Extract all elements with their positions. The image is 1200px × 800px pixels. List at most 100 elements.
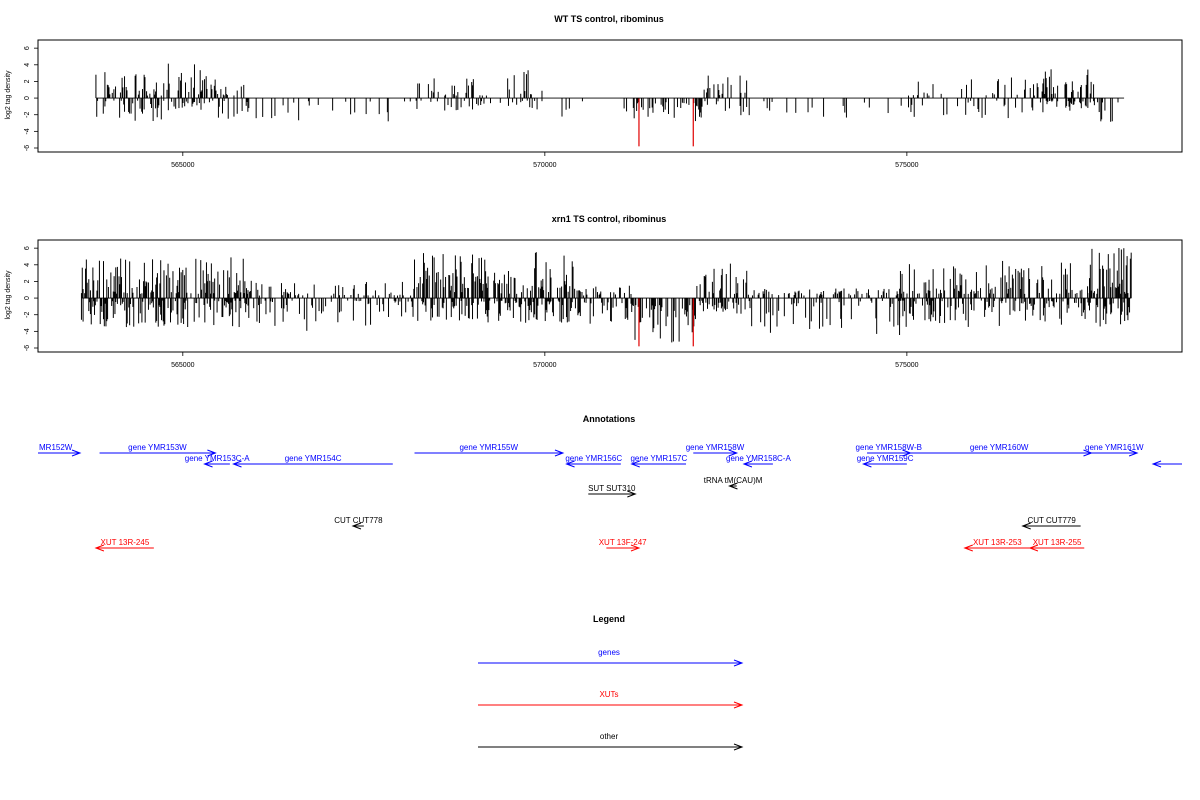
xrn1-panel-title: xrn1 TS control, ribominus xyxy=(552,214,667,224)
annotation-feature xyxy=(1151,460,1182,468)
feature-arrowhead xyxy=(728,449,739,457)
feature-arrowhead xyxy=(630,460,640,468)
feature-label: gene YMR157C xyxy=(630,454,687,463)
xrn1-axes-group: -6 -4 -2 0 2 4 6 565000 570000 575000 xyxy=(24,246,1132,369)
feature-arrowhead xyxy=(1021,522,1031,530)
legend-entry-label: genes xyxy=(598,648,620,657)
legend-entry-arrowhead xyxy=(733,701,744,709)
xrn1-density-panel: xrn1 TS control, ribominus log2 tag dens… xyxy=(5,214,1183,369)
feature-arrowhead xyxy=(554,449,565,457)
xrn1-x-tick-label: 575000 xyxy=(895,362,918,369)
annotation-feature: gene YMR161W xyxy=(1085,443,1144,457)
wt-y-tick-label: 6 xyxy=(24,46,31,50)
feature-label: XUT 13R-255 xyxy=(1033,538,1082,547)
legend-entry: genes xyxy=(478,648,744,667)
legend-entry: XUTs xyxy=(478,690,744,709)
annotation-feature: gene YMR153W xyxy=(99,443,217,457)
feature-label: gene YMR158W-B xyxy=(856,443,922,452)
wt-y-tick-label: 2 xyxy=(24,79,31,83)
annotation-feature: gene YMR155W xyxy=(414,443,565,457)
annotation-feature: XUT 13F-247 xyxy=(599,538,647,552)
feature-label: gene YMR154C xyxy=(285,454,342,463)
feature-arrowhead xyxy=(742,460,753,468)
feature-label: gene YMR153C-A xyxy=(185,454,250,463)
annotation-feature: gene YMR158W xyxy=(686,443,745,457)
feature-arrowhead xyxy=(94,544,105,552)
wt-bars-group xyxy=(95,63,1119,147)
annotation-feature: XUT 13R-253 xyxy=(963,538,1030,552)
wt-x-tick-label: 570000 xyxy=(533,162,556,169)
legend-panel: Legend genes XUTs other xyxy=(478,614,744,751)
wt-density-panel: WT TS control, ribominus log2 tag densit… xyxy=(5,14,1183,169)
legend-title: Legend xyxy=(593,614,625,624)
feature-arrowhead xyxy=(71,449,82,457)
feature-label: SUT SUT310 xyxy=(588,484,636,493)
feature-label: gene YMR158C-A xyxy=(726,454,791,463)
wt-y-tick-label: -4 xyxy=(24,128,31,134)
annotations-panel: Annotations MR152W gene YMR153W gene YMR15… xyxy=(38,414,1182,552)
annotation-feature: XUT 13R-255 xyxy=(1028,538,1085,552)
annotation-feature: CUT CUT778 xyxy=(334,516,383,530)
xrn1-y-tick-label: 0 xyxy=(24,296,31,300)
feature-label: XUT 13R-245 xyxy=(101,538,150,547)
feature-arrowhead xyxy=(203,460,213,468)
feature-label: MR152W xyxy=(39,443,73,452)
wt-y-tick-label: 0 xyxy=(24,96,31,100)
wt-y-tick-label: -6 xyxy=(24,145,31,151)
wt-axes-group: -6 -4 -2 0 2 4 6 565000 570000 575000 xyxy=(24,46,1125,169)
xrn1-x-tick-label: 565000 xyxy=(171,362,194,369)
annotation-feature: gene YMR157C xyxy=(630,454,687,468)
feature-arrowhead xyxy=(232,460,242,468)
legend-entry-arrowhead xyxy=(733,659,744,667)
legend-entry: other xyxy=(478,732,744,751)
wt-panel-title: WT TS control, ribominus xyxy=(554,14,664,24)
wt-x-tick-label: 575000 xyxy=(895,162,918,169)
feature-label: gene YMR159C xyxy=(857,454,914,463)
feature-arrowhead xyxy=(351,522,362,530)
xrn1-y-tick-label: 2 xyxy=(24,279,31,283)
wt-y-tick-label: -2 xyxy=(24,112,31,118)
xrn1-y-tick-label: -2 xyxy=(24,312,31,318)
feature-arrowhead xyxy=(1028,544,1039,552)
xrn1-y-axis-label: log2 tag density xyxy=(5,270,12,320)
wt-y-axis-label: log2 tag density xyxy=(5,70,12,120)
xrn1-y-tick-label: -4 xyxy=(24,328,31,334)
feature-label: gene YMR156C xyxy=(565,454,622,463)
annotation-feature: gene YMR153C-A xyxy=(185,454,250,468)
legend-entry-arrowhead xyxy=(733,743,744,751)
xrn1-y-tick-label: 6 xyxy=(24,246,31,250)
wt-x-tick-label: 565000 xyxy=(171,162,194,169)
feature-arrowhead xyxy=(728,482,738,490)
xrn1-y-tick-label: 4 xyxy=(24,263,31,267)
feature-label: XUT 13R-253 xyxy=(973,538,1022,547)
feature-label: gene YMR160W xyxy=(970,443,1029,452)
annotation-feature: gene YMR159C xyxy=(857,454,914,468)
feature-label: gene YMR161W xyxy=(1085,443,1144,452)
feature-label: CUT CUT779 xyxy=(1028,516,1077,525)
annotation-feature: SUT SUT310 xyxy=(588,484,637,498)
annotation-feature: MR152W xyxy=(38,443,82,457)
feature-label: CUT CUT778 xyxy=(334,516,383,525)
legend-entries-group: genes XUTs other xyxy=(478,648,744,751)
feature-arrowhead xyxy=(963,544,973,552)
feature-arrowhead xyxy=(627,490,637,498)
annotation-feature: XUT 13R-245 xyxy=(94,538,154,552)
legend-entry-label: other xyxy=(600,732,619,741)
xrn1-y-tick-label: -6 xyxy=(24,345,31,351)
feature-arrowhead xyxy=(1151,460,1162,468)
annotation-feature: gene YMR156C xyxy=(565,454,622,468)
feature-label: gene YMR158W xyxy=(686,443,745,452)
legend-entry-label: XUTs xyxy=(599,690,618,699)
annotation-features-group: MR152W gene YMR153W gene YMR153C-A gene YMR… xyxy=(38,443,1182,552)
annotation-feature: tRNA tM(CAU)M xyxy=(704,476,763,490)
annotation-feature: gene YMR160W xyxy=(906,443,1093,457)
feature-label: gene YMR153W xyxy=(128,443,187,452)
annotations-title: Annotations xyxy=(583,414,636,424)
feature-arrowhead xyxy=(565,460,575,468)
feature-arrowhead xyxy=(630,544,641,552)
xrn1-bars-group xyxy=(80,248,1132,347)
annotation-feature: CUT CUT779 xyxy=(1021,516,1081,530)
feature-label: tRNA tM(CAU)M xyxy=(704,476,763,485)
annotation-feature: gene YMR158C-A xyxy=(726,454,791,468)
